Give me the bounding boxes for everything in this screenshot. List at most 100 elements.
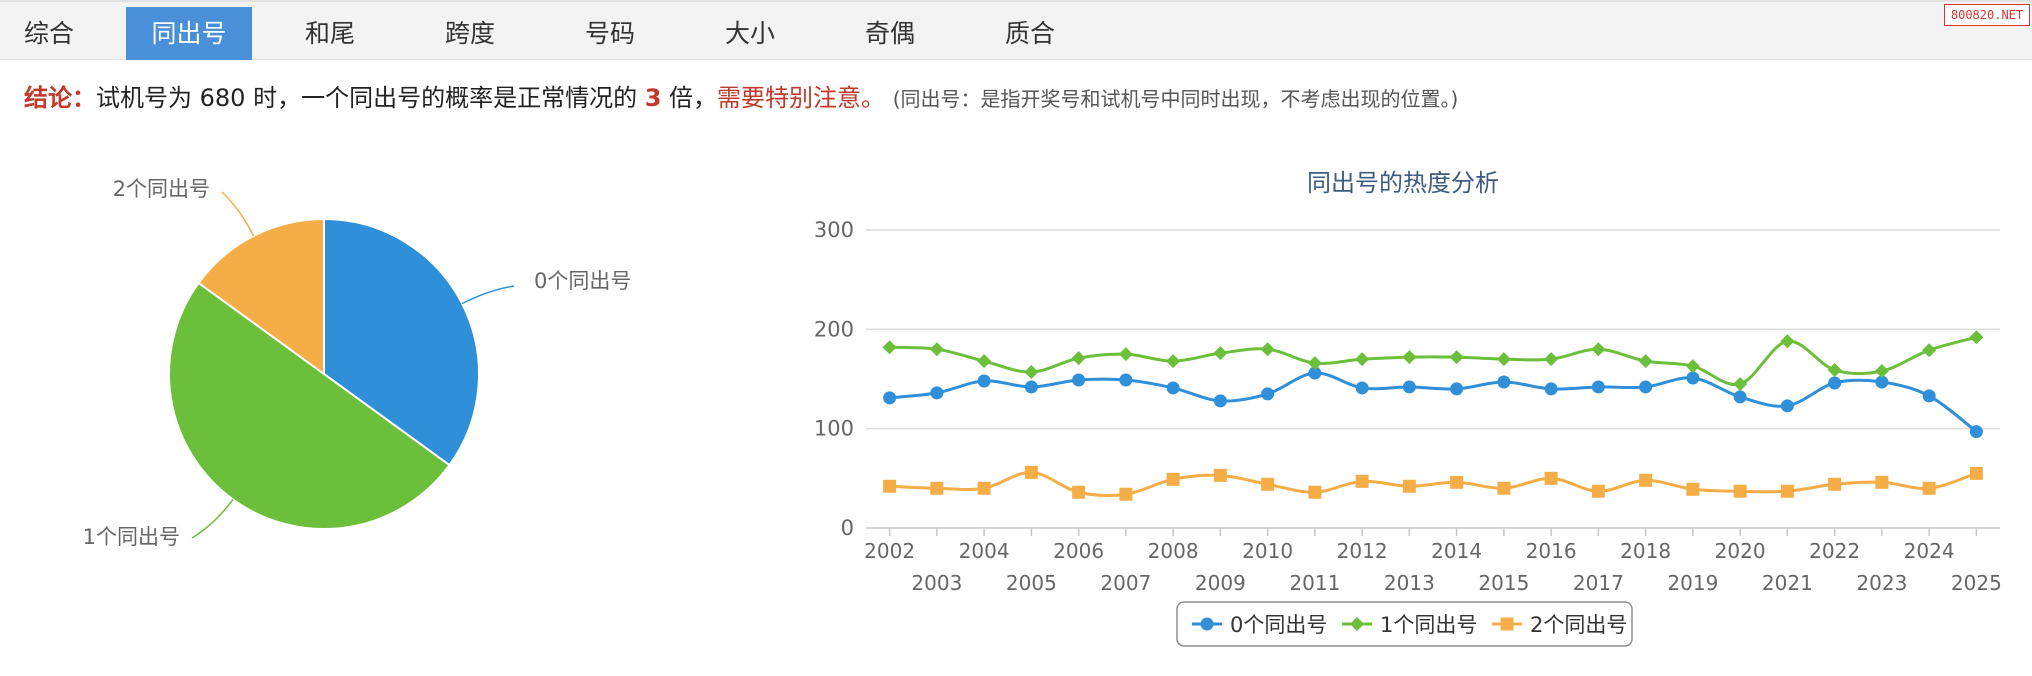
pie-slice-label: 2个同出号 — [113, 177, 210, 201]
tab-span[interactable]: 跨度 — [444, 19, 495, 48]
x-tick-label: 2025 — [1951, 571, 2002, 595]
series-line — [889, 470, 1977, 498]
tab-same-number[interactable]: 同出号 — [126, 7, 252, 60]
tab-big-small[interactable]: 大小 — [724, 19, 775, 48]
data-point — [1450, 475, 1464, 489]
data-point — [1024, 380, 1038, 394]
legend-marker — [1500, 617, 1514, 631]
pie-chart: 0个同出号 1个同出号 2个同出号 — [83, 177, 632, 549]
definition-note: (同出号：是指开奖号和试机号中同时出现，不考虑出现的位置。) — [892, 87, 1459, 111]
data-point — [1828, 376, 1842, 390]
x-tick-label: 2003 — [911, 571, 962, 595]
data-point — [1119, 487, 1133, 501]
x-tick-label: 2012 — [1337, 539, 1388, 563]
data-point — [930, 481, 944, 495]
data-point — [1875, 475, 1889, 489]
data-point — [1969, 466, 1983, 480]
series-0 — [883, 366, 1983, 439]
y-tick-label: 300 — [814, 218, 854, 242]
data-point — [1544, 352, 1559, 367]
conclusion-text: 试机号为 680 时，一个同出号的概率是正常情况的 — [96, 84, 645, 112]
legend-label: 1个同出号 — [1380, 613, 1477, 637]
pie-slice-label: 1个同出号 — [83, 525, 180, 549]
data-point — [1686, 482, 1700, 496]
x-tick-label: 2022 — [1809, 539, 1860, 563]
legend-box — [1176, 601, 1633, 647]
data-point — [1071, 351, 1086, 366]
series-2 — [883, 465, 1983, 501]
x-tick-label: 2018 — [1620, 539, 1671, 563]
data-point — [1591, 484, 1605, 498]
data-point — [1024, 465, 1038, 479]
x-tick-label: 2014 — [1431, 539, 1482, 563]
data-point — [1307, 356, 1322, 371]
data-point — [1780, 334, 1795, 349]
x-tick-label: 2002 — [864, 539, 915, 563]
warning-text: 需要特别注意。 — [717, 84, 886, 112]
data-point — [1875, 375, 1889, 389]
series-line — [889, 335, 1977, 387]
x-tick-label: 2010 — [1242, 539, 1293, 563]
legend-marker — [1350, 617, 1364, 631]
data-point — [1969, 330, 1984, 345]
data-point — [1166, 472, 1180, 486]
tab-numbers[interactable]: 号码 — [584, 19, 635, 48]
data-point — [1591, 380, 1605, 394]
data-point — [1213, 346, 1228, 361]
data-point — [1261, 387, 1275, 401]
data-point — [1119, 373, 1133, 387]
site-watermark: 800820.NET — [1944, 4, 2030, 26]
series-line — [889, 371, 1978, 433]
data-point — [977, 481, 991, 495]
y-tick-label: 0 — [841, 516, 854, 540]
tab-prime-composite[interactable]: 质合 — [1004, 19, 1055, 48]
tab-odd-even[interactable]: 奇偶 — [864, 19, 915, 48]
data-point — [1308, 366, 1322, 380]
data-point — [1922, 343, 1937, 358]
probability-multiple: 3 — [644, 84, 662, 112]
x-tick-label: 2019 — [1667, 571, 1718, 595]
data-point — [1402, 380, 1416, 394]
x-tick-label: 2020 — [1715, 539, 1766, 563]
data-point — [1072, 373, 1086, 387]
data-point — [930, 386, 944, 400]
line-chart: 同出号的热度分析 0 100 200 300 2002 2003 2004 2005 2006 20… — [814, 169, 2002, 647]
data-point — [1686, 371, 1700, 385]
data-point — [929, 342, 944, 357]
data-point — [1213, 394, 1227, 408]
conclusion-label: 结论： — [24, 84, 96, 112]
data-point — [1638, 354, 1653, 369]
data-point — [977, 374, 991, 388]
data-point — [1544, 382, 1558, 396]
data-point — [1355, 352, 1370, 367]
pie-slice — [197, 217, 325, 376]
x-tick-label: 2015 — [1478, 571, 1529, 595]
data-point — [1780, 399, 1794, 413]
pie-leader-line — [461, 285, 515, 305]
data-point — [1213, 468, 1227, 482]
conclusion-text-after: 倍， — [661, 84, 718, 112]
data-point — [1497, 375, 1511, 389]
data-point — [1922, 389, 1936, 403]
data-point — [882, 340, 897, 355]
data-point — [1402, 350, 1417, 365]
data-point — [883, 479, 897, 493]
data-point — [883, 391, 897, 405]
tab-sum-tail[interactable]: 和尾 — [304, 19, 355, 48]
data-point — [1355, 381, 1369, 395]
tab-overview[interactable]: 综合 — [23, 19, 74, 48]
data-point — [1166, 354, 1181, 369]
y-tick-label: 200 — [814, 317, 854, 341]
data-point — [1355, 474, 1369, 488]
tab-bar: 综合 同出号 和尾 跨度 号码 大小 奇偶 质合 800820.NET — [0, 0, 2032, 60]
x-tick-label: 2016 — [1526, 539, 1577, 563]
x-tick-label: 2008 — [1148, 539, 1199, 563]
pie-slice — [323, 217, 480, 467]
x-tick-label: 2004 — [959, 539, 1010, 563]
x-tick-label: 2017 — [1573, 571, 1624, 595]
data-point — [1402, 479, 1416, 493]
x-tick-label: 2011 — [1289, 571, 1340, 595]
data-point — [1072, 485, 1086, 499]
data-point — [1780, 484, 1794, 498]
data-point — [1733, 390, 1747, 404]
